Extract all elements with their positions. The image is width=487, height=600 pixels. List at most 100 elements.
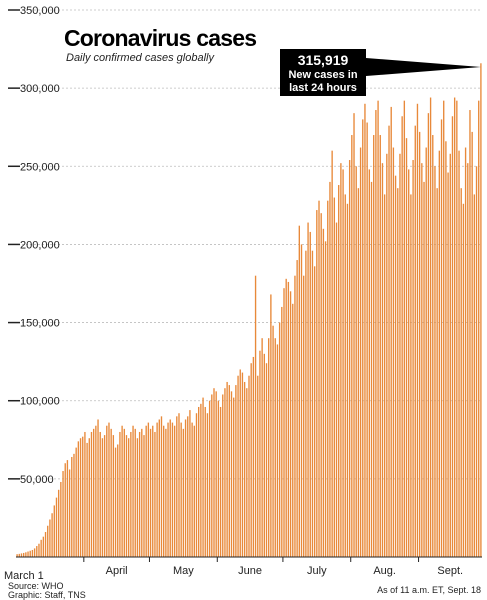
bar [340,163,342,557]
bar [228,385,230,557]
bar [187,416,189,557]
bar [145,425,147,557]
bar [84,431,86,557]
bar [427,113,430,558]
bar [44,531,47,557]
bar [475,166,478,558]
bar [300,244,303,557]
bar [252,356,255,557]
bar [101,438,104,557]
bar [458,150,460,557]
bar [195,413,198,557]
bar [62,471,64,557]
bar [88,438,90,557]
bar [412,160,414,557]
bar [171,422,174,557]
bar [408,169,410,557]
bar [296,260,298,557]
bar [217,400,220,557]
bar [193,425,195,557]
callout-box [280,49,366,96]
bar [453,97,456,558]
bar [55,497,58,557]
bar [156,422,158,557]
bar [270,294,272,557]
x-tick-label: April [106,565,128,577]
bar [403,100,406,558]
bar [66,460,69,557]
bar [366,122,368,557]
bar [233,397,235,557]
bar [460,188,462,558]
y-tick-label: 200,000 [20,239,60,251]
bar [303,275,305,557]
bar [64,463,66,557]
bar [38,543,40,557]
y-tick-label: 100,000 [20,396,60,408]
bar [327,200,329,558]
bar [451,116,454,558]
bar [259,350,261,557]
bar [445,141,447,557]
bar [208,400,211,557]
bar [368,169,371,557]
bar [103,435,106,557]
bar [394,175,397,557]
bar [289,291,292,557]
bar [254,275,257,557]
bar [202,397,204,557]
bar [364,103,366,558]
bar [265,363,268,557]
bar [178,413,180,557]
bar [438,150,441,557]
bar [357,188,360,558]
bar [464,147,467,557]
bar [331,150,333,557]
bar [226,381,228,557]
bar [248,375,250,557]
bar [123,428,125,557]
bar [95,425,97,557]
bar [309,231,311,557]
bar [278,322,281,557]
bar [224,388,226,557]
bar [77,441,80,557]
bar [108,422,110,557]
bar [274,338,276,557]
bar [147,422,150,557]
bar [173,425,176,557]
bar [143,435,145,557]
bar [53,505,55,557]
callout-line-1: New cases in [288,69,357,81]
bar [285,278,287,557]
bar [373,135,375,557]
bar [392,147,395,557]
bar [86,442,88,557]
y-axis-tick-labels: 50,000 100,000 150,000 200,000 250,000 300,00… [8,5,60,486]
bar [180,422,182,557]
bar [443,100,445,558]
bar [184,419,187,557]
bar [25,552,27,557]
bar [121,425,123,557]
bar [57,489,60,557]
bar [73,453,75,557]
bar [355,166,357,558]
graphic-credit: Graphic: Staff, TNS [8,590,86,600]
bar [381,163,384,557]
bar [215,391,217,557]
x-tick-label: June [238,565,262,577]
bar [222,394,224,557]
bar [346,203,349,558]
bar [191,422,193,557]
bar [49,519,51,557]
bar [272,325,274,557]
bar [436,188,438,558]
callout-pointer [366,58,481,76]
x-tick-label: Sept. [437,565,463,577]
bar [276,344,279,557]
bar [359,147,362,557]
bar [469,110,471,558]
bar [473,194,476,558]
bar [136,438,139,557]
